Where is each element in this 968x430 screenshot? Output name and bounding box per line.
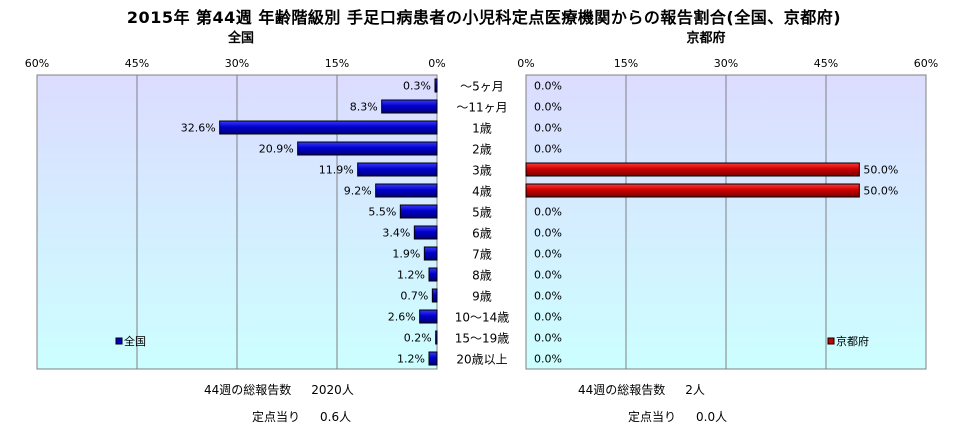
national-bar xyxy=(434,78,438,93)
kyoto-data-label: 0.0% xyxy=(534,290,562,303)
national-data-label: 20.9% xyxy=(259,143,294,156)
national-bar xyxy=(297,141,438,156)
national-legend-swatch xyxy=(115,337,123,345)
national-bar xyxy=(413,225,438,240)
category-label: 9歳 xyxy=(472,290,492,304)
kyoto-data-label: 0.0% xyxy=(534,227,562,240)
kyoto-data-label: 0.0% xyxy=(534,80,562,93)
category-label: 7歳 xyxy=(472,248,492,262)
national-total-value: 2020人 xyxy=(311,383,354,397)
category-label: 8歳 xyxy=(472,269,492,283)
national-data-label: 8.3% xyxy=(350,101,378,114)
kyoto-data-label: 0.0% xyxy=(534,122,562,135)
kyoto-tick-label: 30% xyxy=(714,57,738,70)
kyoto-data-label: 0.0% xyxy=(534,269,562,282)
national-bar xyxy=(435,330,438,345)
kyoto-data-label: 0.0% xyxy=(534,248,562,261)
national-bar xyxy=(428,267,438,282)
national-per-row: 定点当り 0.6人 xyxy=(252,408,351,425)
national-data-label: 11.9% xyxy=(319,164,354,177)
national-bar xyxy=(381,99,438,114)
national-bar xyxy=(423,246,438,261)
kyoto-per-row: 定点当り 0.0人 xyxy=(628,408,727,425)
national-per-value: 0.6人 xyxy=(320,410,352,424)
kyoto-panel-title: 京都府 xyxy=(686,30,725,46)
category-label: 2歳 xyxy=(472,143,492,157)
category-label: 10〜14歳 xyxy=(455,311,510,325)
kyoto-bar xyxy=(525,162,860,177)
kyoto-data-label: 0.0% xyxy=(534,332,562,345)
kyoto-data-label: 0.0% xyxy=(534,143,562,156)
national-tick-label: 60% xyxy=(25,57,49,70)
category-label: 15〜19歳 xyxy=(455,332,510,346)
national-tick-label: 0% xyxy=(428,57,445,70)
national-bar xyxy=(375,183,438,198)
kyoto-legend-label: 京都府 xyxy=(836,334,869,348)
national-bar xyxy=(419,309,438,324)
national-bar xyxy=(399,204,438,219)
kyoto-tick-label: 15% xyxy=(614,57,638,70)
kyoto-data-label: 0.0% xyxy=(534,101,562,114)
national-data-label: 32.6% xyxy=(181,122,216,135)
category-label: 〜5ヶ月 xyxy=(460,80,504,94)
kyoto-bar xyxy=(525,183,860,198)
national-tick-label: 30% xyxy=(225,57,249,70)
kyoto-data-label: 0.0% xyxy=(534,353,562,366)
national-data-label: 2.6% xyxy=(388,311,416,324)
national-bar xyxy=(219,120,438,135)
national-data-label: 1.2% xyxy=(397,353,425,366)
category-label: 〜11ヶ月 xyxy=(456,101,507,115)
national-tick-label: 45% xyxy=(125,57,149,70)
kyoto-data-label: 50.0% xyxy=(863,185,898,198)
national-tick-label: 15% xyxy=(325,57,349,70)
national-data-label: 0.7% xyxy=(400,290,428,303)
kyoto-legend-swatch xyxy=(827,337,835,345)
kyoto-per-label: 定点当り xyxy=(628,410,677,424)
kyoto-data-label: 0.0% xyxy=(534,311,562,324)
kyoto-per-value: 0.0人 xyxy=(696,410,728,424)
national-data-label: 5.5% xyxy=(368,206,396,219)
national-data-label: 3.4% xyxy=(382,227,410,240)
national-total-row: 44週の総報告数 2020人 xyxy=(204,381,354,398)
national-data-label: 0.3% xyxy=(403,80,431,93)
kyoto-total-value: 2人 xyxy=(685,383,705,397)
kyoto-data-label: 0.0% xyxy=(534,206,562,219)
category-label: 4歳 xyxy=(472,185,492,199)
category-label: 5歳 xyxy=(472,206,492,220)
kyoto-tick-label: 0% xyxy=(517,57,534,70)
category-label: 20歳以上 xyxy=(456,353,507,367)
national-per-label: 定点当り xyxy=(252,410,301,424)
kyoto-data-label: 50.0% xyxy=(863,164,898,177)
kyoto-tick-label: 45% xyxy=(814,57,838,70)
category-label: 3歳 xyxy=(472,164,492,178)
national-panel-title: 全国 xyxy=(227,30,254,46)
national-legend-label: 全国 xyxy=(124,334,146,348)
national-data-label: 9.2% xyxy=(344,185,372,198)
national-data-label: 1.2% xyxy=(397,269,425,282)
chart-title: 2015年 第44週 年齢階級別 手足口病患者の小児科定点医療機関からの報告割合… xyxy=(126,8,842,27)
national-data-label: 0.2% xyxy=(404,332,432,345)
national-bar xyxy=(357,162,438,177)
national-bar xyxy=(428,351,438,366)
kyoto-total-label: 44週の総報告数 xyxy=(578,383,666,397)
kyoto-total-row: 44週の総報告数 2人 xyxy=(578,381,705,398)
kyoto-tick-label: 60% xyxy=(914,57,938,70)
national-data-label: 1.9% xyxy=(392,248,420,261)
national-bar xyxy=(431,288,438,303)
category-label: 6歳 xyxy=(472,227,492,241)
national-total-label: 44週の総報告数 xyxy=(204,383,292,397)
category-label: 1歳 xyxy=(472,122,492,136)
